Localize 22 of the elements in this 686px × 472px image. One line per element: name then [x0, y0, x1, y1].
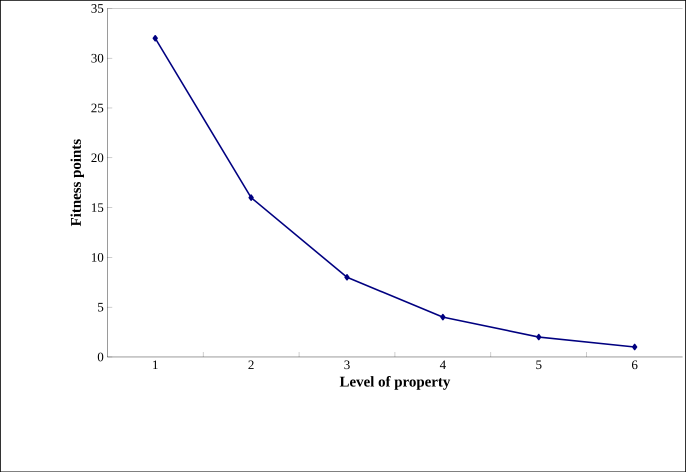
point: [152, 34, 158, 42]
point: [344, 274, 350, 280]
x-tick-label: 6: [632, 360, 638, 370]
point: [248, 194, 254, 201]
y-tick-label: 10: [92, 252, 104, 262]
x-tick-label: 1: [153, 360, 158, 369]
x-tick-label: 5: [536, 360, 542, 369]
x-tick-label: 4: [440, 360, 446, 369]
x-axis-title: Level of property: [340, 376, 450, 390]
y-tick-label: 0: [98, 352, 104, 362]
y-tick-label: 15: [92, 203, 104, 212]
x-tick-label: 3: [344, 360, 350, 370]
point: [440, 314, 446, 320]
y-tick-label: 25: [91, 104, 104, 112]
y-tick-label: 5: [98, 302, 104, 312]
point: [536, 334, 542, 340]
y-tick-label: 35: [91, 4, 104, 13]
y-tick-label: 20: [91, 153, 104, 162]
y-axis-title: Fitness points: [70, 139, 84, 226]
y-tick-label: 30: [91, 54, 104, 62]
point: [632, 344, 638, 350]
x-tick-label: 2: [248, 360, 254, 369]
